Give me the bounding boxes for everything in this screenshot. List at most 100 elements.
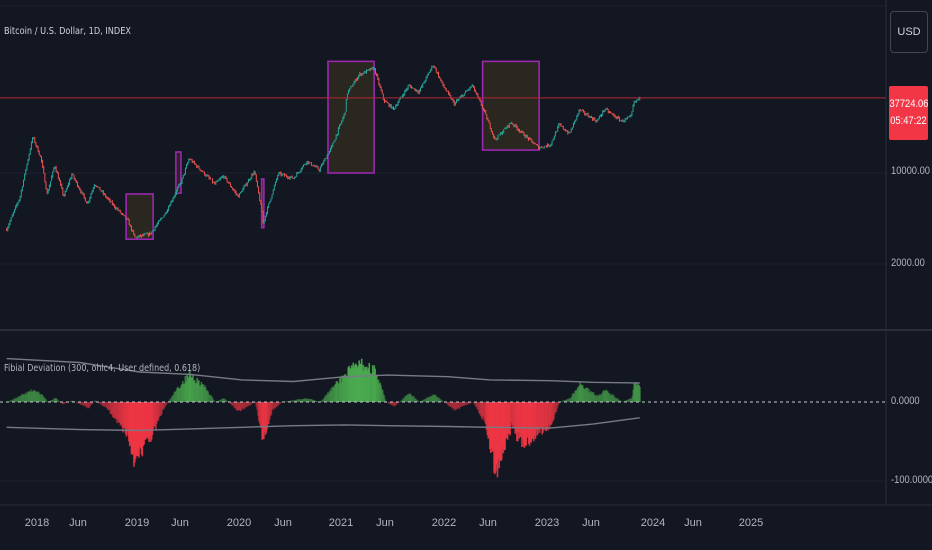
highlight-boxes	[125, 60, 540, 241]
negative-deviation-bar	[77, 402, 80, 404]
positive-deviation-bar	[23, 394, 26, 402]
negative-deviation-bar	[509, 402, 511, 436]
negative-deviation-bar	[551, 402, 554, 423]
positive-deviation-bar	[174, 391, 177, 402]
positive-deviation-bar	[9, 400, 11, 402]
positive-deviation-bar	[608, 393, 611, 402]
negative-deviation-bar	[236, 402, 239, 411]
negative-deviation-bar	[458, 402, 461, 409]
negative-deviation-bar	[500, 402, 502, 462]
negative-deviation-bar	[123, 402, 126, 429]
positive-deviation-bar	[629, 398, 631, 402]
positive-deviation-bar	[37, 392, 39, 402]
positive-deviation-bar	[46, 401, 48, 402]
negative-deviation-bar	[262, 402, 264, 439]
positive-deviation-bar	[611, 393, 613, 402]
positive-deviation-bar	[35, 392, 37, 402]
negative-deviation-bar	[239, 402, 242, 412]
time-axis-tick: 2018	[24, 517, 50, 529]
positive-deviation-bar	[372, 372, 375, 402]
positive-deviation-bar	[586, 387, 589, 402]
negative-deviation-bar	[273, 402, 275, 410]
negative-deviation-bar	[128, 402, 131, 447]
negative-deviation-bar	[163, 402, 166, 409]
currency-label: USD	[897, 26, 921, 38]
positive-deviation-bar	[333, 386, 335, 402]
positive-deviation-bar	[290, 400, 292, 402]
positive-deviation-bar	[409, 393, 412, 402]
negative-deviation-bar	[155, 402, 157, 430]
positive-deviation-bar	[602, 390, 605, 402]
negative-deviation-bar	[485, 402, 488, 431]
positive-deviation-bar	[428, 397, 430, 402]
negative-deviation-bar	[511, 402, 513, 423]
negative-deviation-bar	[393, 402, 396, 407]
negative-deviation-bar	[506, 402, 509, 440]
symbol-title[interactable]: Bitcoin / U.S. Dollar, 1D, INDEX	[4, 26, 132, 37]
positive-deviation-bar	[427, 397, 430, 402]
negative-deviation-bar	[149, 402, 151, 437]
negative-deviation-bar	[101, 402, 103, 406]
negative-deviation-bar	[165, 402, 167, 406]
negative-deviation-bar	[268, 402, 270, 425]
negative-deviation-bar	[271, 402, 274, 411]
positive-deviation-bar	[616, 397, 619, 402]
negative-deviation-bar	[140, 402, 143, 455]
positive-deviation-bar	[577, 386, 580, 402]
positive-deviation-bar	[311, 399, 314, 402]
positive-deviation-bar	[381, 390, 384, 402]
negative-deviation-bar	[496, 402, 499, 478]
price-axis-tick: 10000.00	[891, 165, 931, 177]
positive-deviation-bar	[605, 389, 608, 402]
positive-deviation-bar	[32, 389, 35, 402]
negative-deviation-bar	[528, 402, 531, 446]
positive-deviation-bar	[20, 395, 22, 402]
positive-deviation-bar	[349, 369, 352, 402]
positive-deviation-bar	[417, 400, 419, 402]
positive-deviation-bar	[362, 364, 365, 402]
negative-deviation-bar	[124, 402, 127, 434]
positive-deviation-bar	[403, 396, 406, 402]
positive-deviation-bar	[182, 384, 185, 402]
negative-deviation-bar	[267, 402, 269, 425]
positive-deviation-bar	[54, 398, 57, 402]
negative-deviation-bar	[390, 402, 393, 406]
positive-deviation-bar	[360, 358, 363, 402]
positive-deviation-bar	[225, 399, 227, 402]
negative-deviation-bar	[503, 402, 506, 450]
positive-deviation-bar	[626, 399, 629, 402]
positive-deviation-bar	[314, 400, 317, 402]
positive-deviation-bar	[578, 385, 581, 402]
currency-button[interactable]: USD	[890, 11, 928, 53]
positive-deviation-bar	[332, 387, 334, 402]
negative-deviation-bar	[547, 402, 549, 431]
grid-lines	[0, 5, 886, 482]
positive-deviation-bar	[600, 394, 603, 402]
positive-deviation-bar	[603, 391, 606, 402]
positive-deviation-bar	[185, 381, 188, 402]
positive-deviation-bar	[21, 393, 24, 402]
positive-deviation-bar	[212, 399, 215, 402]
current-price-value: 37724.06	[889, 98, 929, 110]
negative-deviation-bar	[521, 402, 523, 447]
positive-deviation-bar	[602, 391, 604, 402]
negative-deviation-bar	[88, 402, 91, 408]
negative-deviation-bar	[249, 402, 252, 406]
negative-deviation-bar	[519, 402, 522, 437]
positive-deviation-bar	[8, 401, 10, 402]
time-axis-tick: Jun	[376, 517, 394, 529]
positive-deviation-bar	[307, 398, 310, 402]
negative-deviation-bar	[158, 402, 161, 418]
negative-deviation-bar	[141, 402, 144, 457]
negative-deviation-bar	[549, 402, 552, 425]
positive-deviation-bar	[177, 388, 180, 402]
positive-deviation-bar	[173, 391, 176, 402]
positive-deviation-bar	[19, 396, 21, 402]
indicator-label[interactable]: Fibial Deviation (300, ohlc4, User defin…	[4, 363, 201, 374]
negative-deviation-bar	[127, 402, 129, 436]
negative-deviation-bar	[98, 402, 101, 404]
negative-deviation-bar	[274, 402, 277, 408]
negative-deviation-bar	[122, 402, 124, 433]
positive-deviation-bar	[209, 394, 211, 402]
